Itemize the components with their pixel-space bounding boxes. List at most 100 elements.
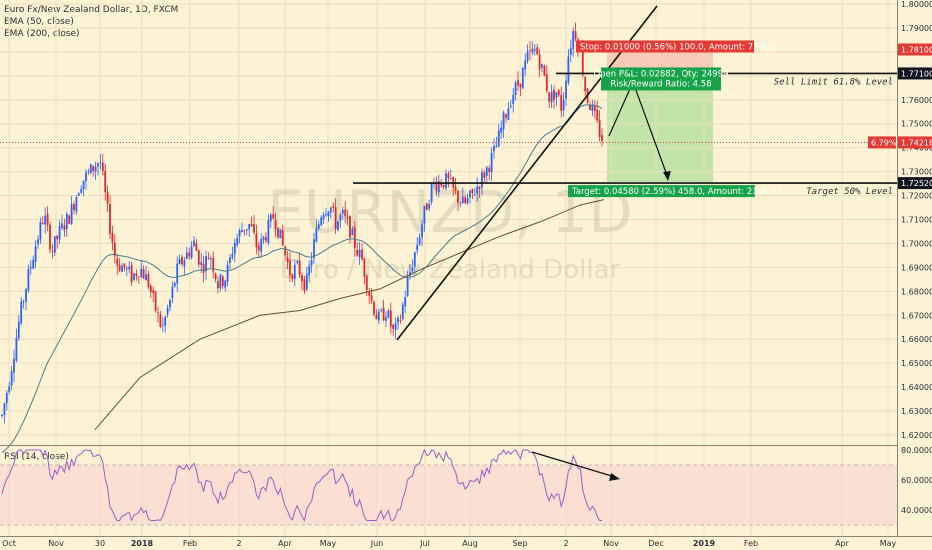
candle-body [572, 31, 575, 49]
candle-body [173, 282, 176, 287]
candle-body [521, 67, 524, 89]
candle-body [58, 226, 61, 240]
candle-body [101, 162, 104, 172]
candle-body [241, 229, 243, 233]
candle-body [457, 191, 459, 203]
candle-body [526, 51, 529, 62]
profit-zone [607, 73, 713, 184]
candle-body [562, 99, 565, 111]
candle-body [589, 104, 591, 110]
candle-body [365, 275, 368, 291]
y-tick-label: 1.79000 [901, 24, 932, 33]
candle-body [253, 223, 255, 233]
rsi-legend: RSI (14, close) [4, 452, 69, 462]
x-tick-label: Sep [512, 539, 527, 548]
candle-body [375, 314, 378, 320]
candle-body [356, 250, 359, 256]
candle-body [329, 207, 332, 213]
candle-body [212, 257, 215, 272]
x-tick-label: Apr [278, 539, 293, 548]
candle-body [106, 191, 109, 204]
candle-body [555, 92, 558, 98]
candle-body [8, 386, 11, 393]
candle-body [157, 312, 159, 314]
x-tick-label: 2019 [693, 539, 716, 548]
candle-body [137, 276, 140, 278]
candle-body [548, 92, 551, 102]
candle-body [310, 259, 313, 266]
candle-body [332, 205, 335, 208]
candle-body [464, 197, 467, 203]
candle-body [541, 64, 543, 68]
candle-body [529, 50, 531, 51]
rsi-tick-label: 40.0000 [901, 506, 932, 515]
candle-body [248, 223, 251, 230]
candle-body [27, 268, 30, 291]
target-box [568, 185, 755, 198]
candle-body [591, 104, 594, 112]
rsi-divergence-arrowhead [609, 473, 620, 481]
x-tick-label: Apr [835, 539, 850, 548]
candle-body [193, 240, 195, 247]
candle-body [209, 258, 212, 260]
candle-body [25, 289, 27, 302]
price-tags: 1.78100 1.77100 1.74218 1.72520 6.79% [868, 43, 932, 190]
x-tick-label: Aug [462, 539, 478, 548]
candle-body [44, 215, 47, 225]
candle-body [147, 274, 150, 287]
candle-body [313, 239, 315, 259]
candle-body [536, 47, 539, 55]
candle-body [169, 299, 171, 308]
candle-body [305, 274, 308, 290]
candle-body [449, 178, 452, 179]
candle-body [442, 184, 445, 188]
candle-body [601, 134, 603, 141]
candle-body [32, 259, 35, 269]
change-tag-bg [868, 136, 896, 149]
candle-body [298, 260, 301, 275]
candle-body [296, 261, 299, 263]
candle-body [94, 166, 97, 172]
candle-body [202, 263, 205, 273]
x-tick-label: Feb [744, 539, 758, 548]
price-axis: 1.800001.790001.780001.770001.760001.750… [897, 0, 932, 550]
position-zones [607, 49, 713, 184]
candle-body [557, 90, 560, 95]
candle-body [99, 162, 102, 164]
candle-body [53, 236, 56, 253]
candle-body [289, 260, 291, 276]
candle-body [262, 236, 265, 240]
candle-body [37, 239, 39, 245]
candle-body [495, 146, 498, 148]
candle-body [440, 182, 443, 186]
x-tick-label: May [320, 539, 337, 548]
candle-body [473, 194, 476, 196]
x-tick-label: May [880, 539, 897, 548]
y-tick-label: 1.68000 [901, 287, 932, 296]
candle-body [77, 193, 80, 196]
target-label: Target: 0.04580 (2.59%) 458.0, Amount: 2… [571, 187, 782, 197]
y-tick-label: 1.72000 [901, 192, 932, 201]
candle-body [145, 274, 147, 281]
candle-body [317, 224, 320, 229]
candle-body [394, 323, 397, 330]
candle-body [104, 171, 107, 193]
drawings: Sell Limit 61.8% Level Target 50% Level St… [0, 5, 897, 341]
candle-body [272, 214, 275, 219]
candle-body [565, 80, 567, 99]
candle-body [140, 268, 143, 277]
candle-body [111, 233, 114, 243]
candle-body [500, 127, 503, 133]
candle-body [363, 258, 366, 277]
y-tick-label: 1.76000 [901, 96, 932, 105]
candle-body [267, 220, 270, 244]
chart-legend: Euro Fx/New Zealand Dollar, 1D, FXCM EMA… [4, 4, 178, 40]
symbol-title: Euro Fx/New Zealand Dollar, 1D, FXCM [4, 5, 179, 15]
candle-body [469, 190, 471, 198]
candle-body [46, 213, 49, 225]
candle-body [75, 197, 78, 212]
candle-body [92, 165, 95, 172]
candle-body [68, 215, 71, 224]
candle-body [490, 152, 493, 173]
